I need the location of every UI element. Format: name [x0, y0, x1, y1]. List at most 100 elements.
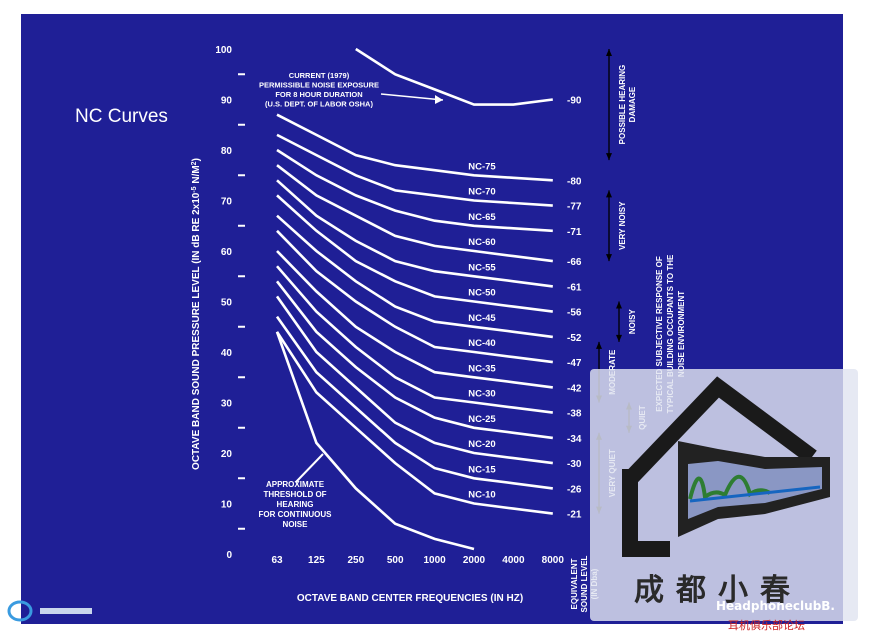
osha-label: PERMISSIBLE NOISE EXPOSURE: [259, 81, 379, 90]
y-axis-label: OCTAVE BAND SOUND PRESSURE LEVEL (IN dB …: [191, 158, 203, 470]
series-label: NC-70: [468, 187, 495, 198]
series-label: NC-15: [468, 464, 496, 475]
x-tick-label: 500: [387, 555, 404, 566]
threshold-pointer: [295, 453, 324, 483]
nc-curve: [276, 194, 553, 313]
nc-curve: [275, 315, 553, 490]
equivalent-level-label: -26: [567, 484, 582, 495]
y-tick-label: 40: [221, 348, 233, 359]
y-tick-label: 60: [221, 247, 233, 258]
nc-curve: [276, 133, 553, 207]
equivalent-level-label: -47: [567, 358, 582, 369]
equivalent-level-label: -52: [567, 333, 582, 344]
side-title: NC Curves: [75, 106, 168, 127]
y-tick-label: 50: [221, 298, 233, 309]
equivalent-level-label: -56: [567, 308, 582, 319]
nc-curve: [276, 113, 553, 182]
response-label: NOISE ENVIRONMENT: [677, 291, 686, 377]
equivalent-level-label: -38: [567, 409, 582, 420]
series-label: NC-25: [468, 414, 496, 425]
equivalent-sound-level-label: SOUND LEVEL: [580, 555, 589, 612]
x-tick-label: 8000: [542, 555, 565, 566]
house-film-logo: [622, 376, 830, 557]
equivalent-level-label: -30: [567, 459, 582, 470]
equivalent-level-label: -66: [567, 257, 582, 268]
series-label: NC-40: [468, 338, 495, 349]
equivalent-level-label: -21: [567, 510, 582, 521]
band-label: POSSIBLE HEARING: [618, 65, 627, 145]
nc-curve: [276, 179, 553, 288]
threshold-label: HEARING: [277, 500, 314, 509]
y-tick-label: 10: [221, 500, 233, 511]
x-tick-label: 63: [271, 555, 283, 566]
series-label: NC-55: [468, 262, 496, 273]
nc-curve: [276, 229, 553, 364]
watermark-chinese-small-text: 耳机俱乐部论坛: [728, 619, 805, 632]
y-tick-label: 70: [221, 197, 233, 208]
band-arrow-down: [606, 153, 612, 161]
band-label: DAMAGE: [628, 86, 637, 122]
band-label: VERY NOISY: [618, 201, 627, 250]
osha-equivalent-label: -90: [567, 96, 582, 107]
band-arrow-up: [606, 190, 612, 198]
nc-curve: [276, 214, 553, 339]
nc-curve: [275, 331, 553, 515]
nc-curve: [276, 265, 553, 414]
series-label: NC-35: [468, 363, 496, 374]
x-tick-label: 2000: [463, 555, 486, 566]
nc-curve: [276, 164, 553, 263]
series-label: NC-20: [468, 439, 495, 450]
equivalent-level-label: -34: [567, 434, 582, 445]
series-label: NC-60: [468, 237, 495, 248]
equivalent-level-label: -42: [567, 383, 582, 394]
osha-label: CURRENT (1979): [289, 71, 350, 80]
series-label: NC-50: [468, 288, 495, 299]
watermark-english-text: HeadphoneclubB.: [716, 599, 835, 613]
nc-curve: [276, 148, 553, 233]
threshold-curve: [275, 331, 475, 551]
band-label: NOISY: [628, 309, 637, 335]
y-tick-label: 20: [221, 449, 233, 460]
band-arrow-down: [616, 334, 622, 342]
equivalent-sound-level-label: EQUIVALENT: [570, 558, 579, 609]
equivalent-level-label: -61: [567, 282, 582, 293]
x-axis-label: OCTAVE BAND CENTER FREQUENCIES (IN HZ): [297, 593, 523, 604]
nc-curves-chart: 0 10 20 30 40 50 60 70 80 90 100 OCTAVE BAND SOUND …: [191, 45, 687, 612]
response-label: EXPECTED SUBJECTIVE RESPONSE OF: [655, 256, 664, 412]
y-tick-label: 80: [221, 146, 233, 157]
band-arrow-up: [616, 301, 622, 309]
nc-curve: [276, 250, 553, 389]
series-label: NC-65: [468, 212, 496, 223]
band-arrow-down: [606, 254, 612, 262]
series-label: NC-75: [468, 161, 496, 172]
osha-pointer: [380, 93, 444, 101]
nc-curve: [275, 280, 553, 440]
equivalent-level-label: -71: [567, 227, 582, 238]
osha-label: FOR 8 HOUR DURATION: [275, 90, 362, 99]
threshold-label: FOR CONTINUOUS: [259, 510, 333, 519]
osha-curve: [355, 47, 553, 106]
y-tick-label: 0: [226, 550, 232, 561]
y-tick-label: 90: [221, 96, 233, 107]
x-tick-label: 125: [308, 555, 325, 566]
osha-label: (U.S. DEPT. OF LABOR OSHA): [265, 100, 373, 109]
threshold-label: NOISE: [283, 520, 309, 529]
threshold-label: THRESHOLD OF: [263, 490, 326, 499]
series-label: NC-45: [468, 313, 496, 324]
y-tick-label: 30: [221, 399, 233, 410]
equivalent-level-label: -77: [567, 202, 582, 213]
chart-slide: 0 10 20 30 40 50 60 70 80 90 100 OCTAVE BAND SOUND …: [21, 14, 843, 624]
nc-curve: [275, 295, 553, 465]
threshold-label: APPROXIMATE: [266, 480, 325, 489]
x-tick-label: 250: [347, 555, 364, 566]
x-tick-label: 1000: [423, 555, 446, 566]
series-label: NC-10: [468, 490, 495, 501]
equivalent-level-label: -80: [567, 176, 582, 187]
watermark-chinese-text: 成都小春: [634, 573, 802, 608]
watermark: 成都小春 HeadphoneclubB. 耳机俱乐部论坛: [590, 369, 858, 632]
series-label: NC-30: [468, 389, 495, 400]
corner-logo: [7, 600, 92, 622]
band-arrow-up: [596, 341, 602, 349]
x-tick-label: 4000: [502, 555, 525, 566]
band-arrow-up: [606, 49, 612, 56]
